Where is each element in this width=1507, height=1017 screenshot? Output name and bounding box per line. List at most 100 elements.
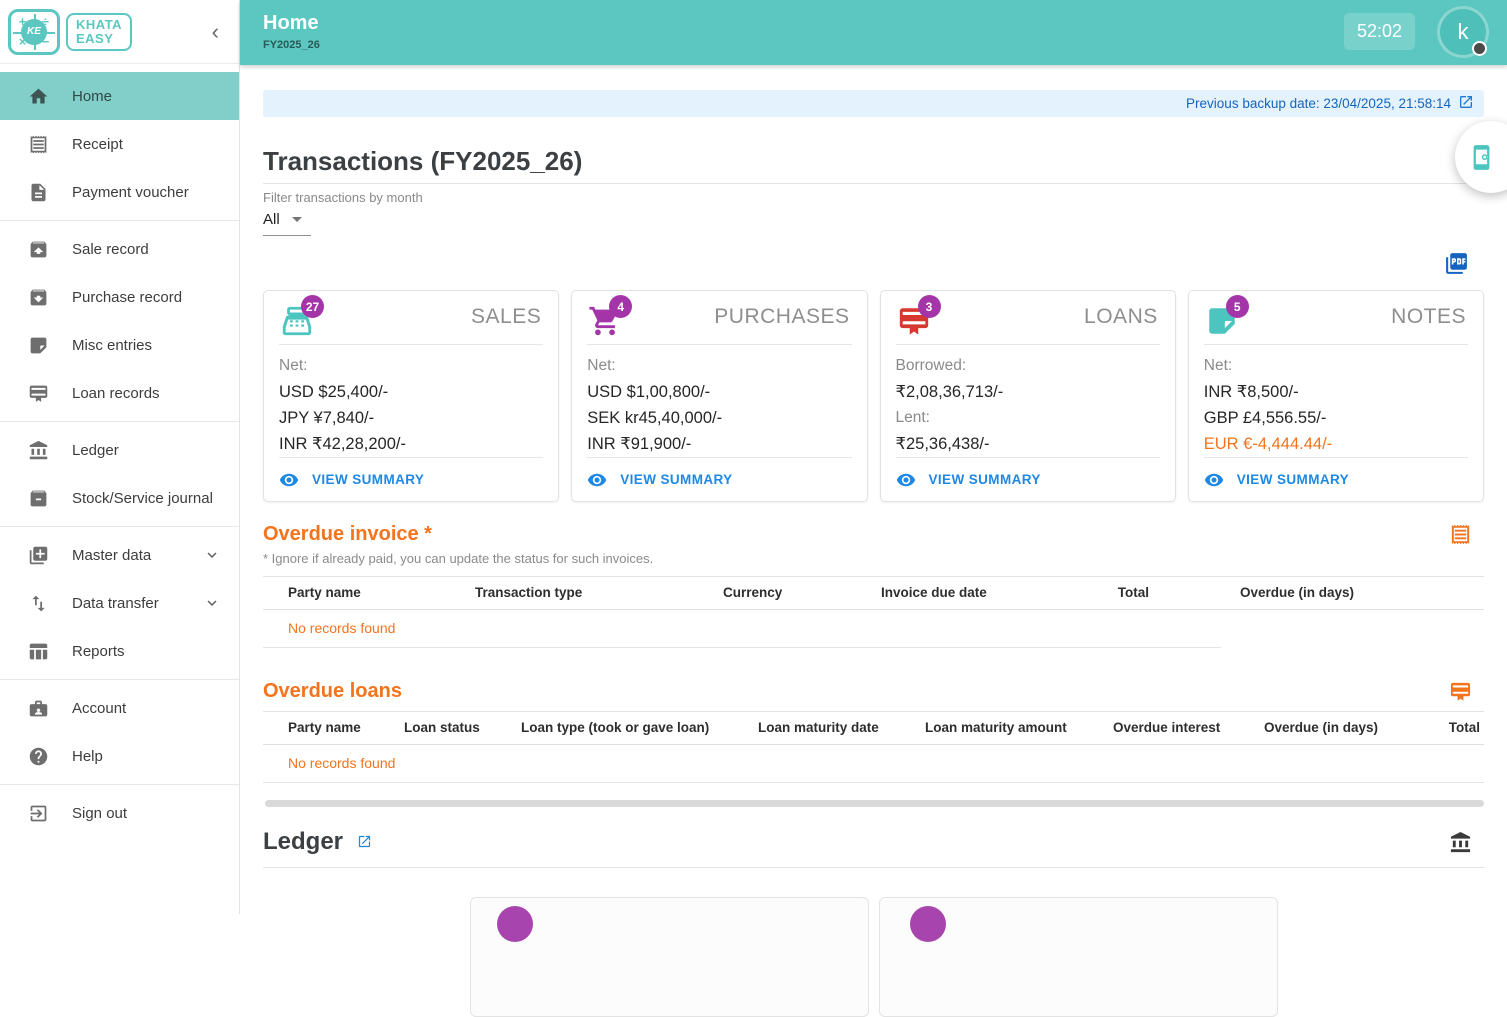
sidebar-item-label: Receipt	[72, 135, 123, 153]
sidebar-item-home[interactable]: Home	[0, 72, 239, 120]
overdue-loans-empty: No records found	[263, 745, 1484, 783]
overdue-invoice-note: * Ignore if already paid, you can update…	[263, 551, 654, 566]
export-pdf-button[interactable]	[1444, 251, 1469, 276]
column-header-invoice-due-date: Invoice due date	[881, 585, 987, 600]
sidebar-divider	[0, 421, 239, 422]
ledger-bank-button[interactable]	[1449, 831, 1472, 854]
month-filter-value: All	[263, 211, 280, 228]
ledger-open-in-new-button[interactable]	[357, 834, 372, 849]
library-add-icon	[29, 546, 48, 564]
table-chart-icon	[29, 643, 48, 659]
count-badge: 3	[917, 295, 941, 318]
open-in-new-icon	[1460, 96, 1472, 108]
card-value: INR ₹91,900/-	[587, 435, 692, 453]
count-badge: 4	[609, 295, 633, 318]
filter-label: Filter transactions by month	[263, 190, 423, 205]
sidebar-item-receipt[interactable]: Receipt	[0, 120, 239, 168]
ledger-section: Ledger	[263, 828, 1484, 868]
horizontal-scrollbar[interactable]	[265, 800, 1484, 807]
card-label: Net:	[587, 357, 616, 374]
sidebar-item-help[interactable]: Help	[0, 732, 239, 780]
eye-icon	[1204, 473, 1223, 486]
card-value: USD $25,400/-	[279, 383, 389, 401]
divider	[263, 711, 1484, 712]
sidebar-item-loan-records[interactable]: Loan records	[0, 369, 239, 417]
sidebar-item-ledger[interactable]: Ledger	[0, 426, 239, 474]
card-footer: VIEW SUMMARY	[587, 457, 852, 501]
device-settings-fab[interactable]	[1455, 121, 1507, 193]
bank-icon	[1450, 831, 1471, 853]
sidebar-item-label: Misc entries	[72, 336, 153, 354]
sidebar-item-label: Stock/Service journal	[72, 489, 213, 507]
view-summary-button[interactable]: VIEW SUMMARY	[896, 470, 1041, 490]
sidebar: + ÷ × − KE KHATA EASY ‹ Home Receipt Payment …	[0, 0, 240, 914]
month-filter-select[interactable]: All	[263, 211, 311, 236]
sidebar-item-label: Home	[72, 87, 113, 105]
ledger-preview-cards	[470, 897, 1278, 1017]
note-icon	[1209, 308, 1235, 334]
card-value: USD $1,00,800/-	[587, 383, 711, 401]
overdue-loans-table-header: Party name Loan status Loan type (took or …	[263, 712, 1484, 745]
card-value: INR ₹42,28,200/-	[279, 435, 406, 453]
sidebar-item-sign-out[interactable]: Sign out	[0, 789, 239, 837]
eye-icon	[588, 473, 607, 486]
sidebar-item-payment-voucher[interactable]: Payment voucher	[0, 168, 239, 216]
sidebar-item-reports[interactable]: Reports	[0, 627, 239, 675]
ledger-card[interactable]	[470, 897, 869, 1017]
sidebar-item-stock-service-journal[interactable]: Stock/Service journal	[0, 474, 239, 522]
card-body: Net: USD $1,00,800/- SEK kr45,40,000/- INR …	[587, 345, 851, 458]
receipt-icon	[30, 135, 47, 153]
view-summary-button[interactable]: VIEW SUMMARY	[1204, 470, 1349, 490]
card-icon-wrap: 27	[280, 295, 324, 338]
card-title: PURCHASES	[714, 305, 850, 328]
logout-icon	[30, 805, 47, 821]
count-badge: 5	[1225, 295, 1249, 318]
sidebar-item-data-transfer[interactable]: Data transfer	[0, 579, 239, 627]
card-value: GBP £4,556.55/-	[1203, 409, 1327, 427]
sidebar-item-label: Loan records	[72, 384, 160, 402]
divider	[263, 576, 1484, 577]
sidebar-item-label: Account	[72, 699, 127, 717]
sidebar-item-misc-entries[interactable]: Misc entries	[0, 321, 239, 369]
brand-name: KHATA EASY	[66, 12, 133, 51]
card-value: JPY ¥7,840/-	[279, 409, 375, 427]
ledger-title: Ledger	[263, 828, 344, 855]
card-value: SEK kr45,40,000/-	[587, 409, 723, 427]
help-icon	[29, 747, 48, 765]
sidebar-item-purchase-record[interactable]: Purchase record	[0, 273, 239, 321]
summary-cards: 27 SALES Net: USD $25,400/- JPY ¥7,840/- IN…	[263, 290, 1484, 502]
overdue-invoice-receipt-button[interactable]	[1449, 523, 1472, 546]
loans-card: 3 LOANS Borrowed: ₹2,08,36,713/- Lent: ₹25,…	[879, 290, 1176, 502]
column-header-party-name: Party name	[288, 585, 361, 600]
card-label: Lent:	[895, 409, 930, 426]
sidebar-item-label: Sale record	[72, 240, 149, 258]
sidebar-item-label: Ledger	[72, 441, 119, 459]
sidebar-divider	[0, 220, 239, 221]
card-footer: VIEW SUMMARY	[895, 457, 1160, 501]
sidebar-collapse-icon[interactable]: ‹	[211, 18, 219, 44]
sidebar-menu: Home Receipt Payment voucher Sale record Pur…	[0, 64, 239, 837]
ledger-card[interactable]	[879, 897, 1278, 1017]
view-summary-button[interactable]: VIEW SUMMARY	[279, 470, 424, 490]
overdue-loans-title: Overdue loans	[263, 680, 402, 702]
chevron-down-icon	[291, 217, 302, 222]
overdue-loans-icon-button[interactable]	[1449, 680, 1472, 703]
sidebar-item-label: Reports	[72, 642, 125, 660]
sidebar-item-label: Sign out	[72, 804, 128, 822]
sidebar-item-sale-record[interactable]: Sale record	[0, 225, 239, 273]
card-value: ₹25,36,438/-	[895, 435, 990, 453]
view-summary-button[interactable]: VIEW SUMMARY	[587, 470, 732, 490]
column-header-loan-maturity-date: Loan maturity date	[758, 720, 879, 735]
sidebar-item-label: Data transfer	[72, 594, 159, 612]
sidebar-item-master-data[interactable]: Master data	[0, 531, 239, 579]
avatar[interactable]: k	[1437, 6, 1489, 58]
import-export-icon	[32, 595, 45, 611]
status-dot	[1472, 41, 1487, 56]
sidebar-item-account[interactable]: Account	[0, 684, 239, 732]
column-header-currency: Currency	[723, 585, 783, 600]
card-body: Borrowed: ₹2,08,36,713/- Lent: ₹25,36,438/-	[896, 345, 1160, 458]
column-header-loan-type-took-or-gave-loan: Loan type (took or gave loan)	[521, 720, 710, 735]
receipt-icon	[1451, 524, 1470, 545]
card-header: 4 PURCHASES	[587, 291, 852, 345]
card-value: INR ₹8,500/-	[1203, 383, 1299, 401]
